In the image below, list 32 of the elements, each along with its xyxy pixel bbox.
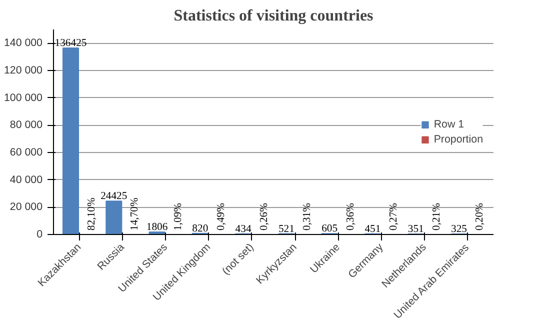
data-label: 521 (278, 224, 294, 235)
data-label: 0,27% (388, 202, 400, 230)
y-tick-label: 80 000 (10, 119, 43, 132)
data-label: 82,10% (86, 198, 98, 230)
data-label: 1806 (146, 222, 168, 234)
data-label: 434 (235, 224, 252, 235)
chart-title: Statistics of visiting countries (174, 8, 374, 24)
data-label: 451 (364, 224, 381, 235)
x-tick-label: (not set) (220, 241, 256, 278)
data-label: 0,20% (474, 202, 486, 230)
legend-label: Row 1 (434, 118, 464, 130)
data-label: 325 (451, 224, 467, 236)
data-label: 0,26% (259, 202, 270, 230)
data-label: 0,36% (345, 202, 356, 230)
data-label: 136425 (54, 38, 87, 50)
data-label: 24425 (100, 191, 128, 202)
legend-label: Proportion (434, 133, 483, 145)
y-tick-label: 120 000 (4, 64, 43, 76)
data-label: 820 (192, 223, 208, 234)
y-tick-label: 0 (36, 228, 43, 240)
data-label: 1,09% (172, 202, 184, 230)
data-label: 0,49% (216, 202, 227, 230)
data-label: 0,21% (432, 202, 443, 230)
data-label: 0,31% (302, 202, 314, 230)
data-label: 605 (322, 224, 338, 235)
y-tick-label: 100 000 (4, 92, 43, 104)
y-tick-label: 20 000 (10, 201, 43, 214)
y-tick-label: 60 000 (10, 146, 43, 158)
y-tick-label: 40 000 (10, 174, 43, 186)
data-label: 14,70% (130, 198, 141, 230)
y-tick-label: 140 000 (4, 37, 43, 50)
data-label: 351 (408, 224, 424, 236)
